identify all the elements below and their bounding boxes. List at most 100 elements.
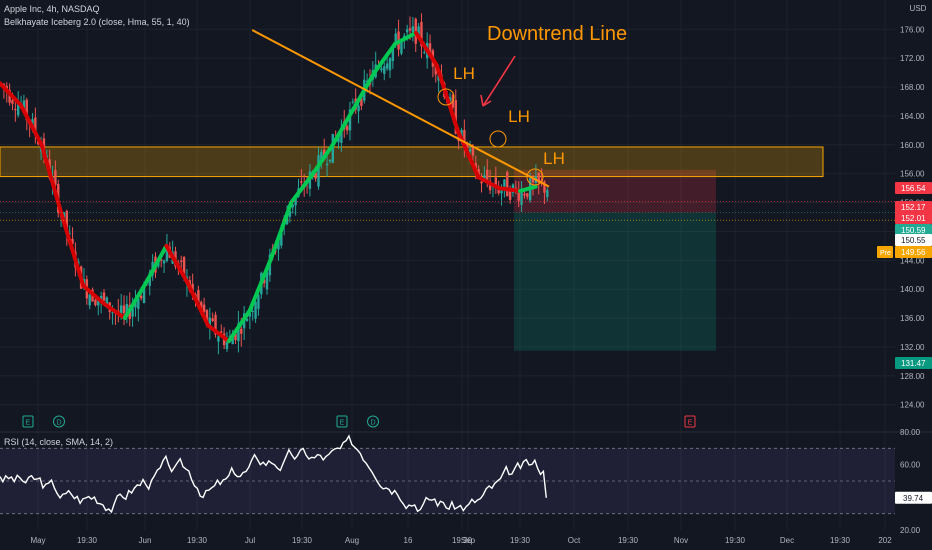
candle-body: [394, 33, 397, 42]
candle-body: [111, 312, 114, 314]
candle-body: [240, 328, 243, 334]
hma-segment: [0, 81, 23, 108]
candle-body: [265, 272, 269, 290]
candle-body: [245, 318, 249, 322]
candle: [537, 172, 540, 195]
time-tick-label: Oct: [568, 536, 581, 545]
candle-body: [417, 26, 420, 37]
event-marker-label: E: [688, 420, 693, 427]
time-tick-label: Jun: [139, 536, 152, 545]
time-tick-label: 19:30: [292, 536, 313, 545]
hma-segment: [18, 103, 44, 147]
candle-body: [314, 173, 317, 179]
badge-text: 152.01: [901, 214, 926, 223]
candle-body: [357, 105, 360, 112]
hma-segment: [39, 142, 65, 219]
time-tick-label: 19:30: [510, 536, 531, 545]
candle-body: [420, 21, 423, 47]
candle-body: [411, 26, 415, 33]
event-marker-label: D: [370, 420, 375, 427]
candle: [288, 210, 292, 223]
candle-body: [494, 177, 498, 189]
hma-segment: [206, 323, 231, 344]
candle-body: [197, 290, 200, 303]
candle-body: [291, 204, 294, 208]
candle-body: [131, 307, 134, 317]
candle-body: [423, 52, 426, 54]
candle-body: [506, 171, 509, 197]
price-tick-label: 160.00: [900, 141, 925, 150]
candle-body: [466, 142, 469, 148]
price-tick-label: 172.00: [900, 54, 925, 63]
candle-body: [543, 181, 546, 193]
candle-body: [11, 99, 14, 104]
time-tick-label: Dec: [780, 536, 794, 545]
hma-segment: [247, 258, 273, 313]
candle-body: [125, 304, 129, 313]
candle: [520, 180, 523, 212]
event-marker: E: [684, 415, 696, 428]
lower-high-marker: [437, 88, 455, 106]
candle-body: [162, 260, 166, 264]
candle-body: [17, 103, 20, 116]
rsi-value-badge: 39.74: [895, 491, 932, 504]
candle-body: [200, 302, 203, 310]
candle-body: [288, 210, 292, 217]
hma-segment: [268, 200, 294, 263]
candle-body: [248, 313, 252, 317]
symbol-legend[interactable]: Apple Inc, 4h, NASDAQ: [4, 4, 100, 14]
rsi-legend[interactable]: RSI (14, close, SMA, 14, 2): [4, 437, 114, 447]
candle-body: [122, 305, 126, 314]
candle-body: [340, 128, 343, 143]
candle-body: [165, 245, 169, 262]
hma-segment: [226, 308, 252, 344]
hma-segment: [518, 184, 538, 194]
candle-body: [454, 100, 457, 134]
hma-segment: [351, 70, 377, 111]
candle-body: [546, 189, 549, 198]
candle-body: [345, 125, 349, 131]
candle-body: [97, 300, 100, 306]
candle-body: [471, 146, 475, 156]
rsi-badge-bg: [895, 491, 932, 504]
candle-body: [325, 163, 329, 166]
candle-body: [208, 317, 212, 328]
candle: [345, 124, 349, 135]
candle-body: [191, 283, 194, 291]
badge-text: 150.55: [901, 236, 926, 245]
candle-body: [34, 117, 37, 136]
badge-text: 152.17: [901, 203, 926, 212]
resistance-zone: [0, 146, 824, 178]
candle-body: [351, 101, 355, 103]
candle: [88, 291, 91, 310]
badge-bg: [895, 182, 932, 194]
candle-body: [500, 190, 503, 194]
hma-segment: [102, 301, 127, 321]
candle-body: [137, 298, 140, 309]
price-tick-label: 128.00: [900, 372, 925, 381]
candle: [357, 101, 360, 124]
hma-segment: [143, 243, 169, 286]
candle-body: [202, 304, 206, 312]
time-tick-label: 202: [878, 536, 892, 545]
candle-body: [434, 63, 437, 75]
hma-segment: [164, 243, 190, 284]
indicator-legend[interactable]: Belkhayate Iceberg 2.0 (close, Hma, 55, …: [4, 17, 190, 27]
rsi-tick-label: 20.00: [900, 526, 921, 535]
price-tick-label: 144.00: [900, 256, 925, 265]
candle-body: [220, 331, 223, 333]
candle-body: [119, 305, 123, 315]
price-tick-label: 132.00: [900, 343, 925, 352]
candle-body: [380, 68, 383, 71]
hma-segment: [289, 173, 314, 205]
candle: [300, 169, 303, 186]
hma-segment: [414, 30, 439, 68]
candle-body: [237, 323, 240, 342]
candle-body: [523, 193, 526, 196]
lower-high-label: LH: [543, 149, 565, 168]
candle-body: [257, 294, 260, 309]
candle-body: [262, 279, 266, 284]
candle-body: [468, 149, 472, 152]
candle: [325, 153, 329, 177]
